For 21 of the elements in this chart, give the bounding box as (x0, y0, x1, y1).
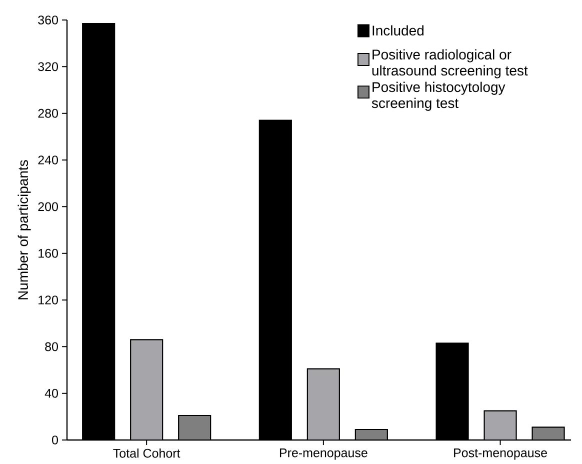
y-tick-label: 160 (38, 248, 58, 258)
y-axis-title: Number of participants (18, 160, 31, 300)
legend-label: Included (372, 25, 424, 36)
legend-label: Positive radiological or ultrasound screening test (372, 49, 528, 78)
y-tick-label: 40 (44, 388, 58, 398)
bar (484, 410, 517, 440)
y-tick-label: 80 (45, 342, 58, 352)
bar (178, 414, 212, 440)
y-tick-label: 240 (38, 156, 58, 164)
x-tick-label: Post-menopause (454, 448, 547, 460)
bar (306, 368, 340, 440)
bar (130, 339, 164, 440)
x-tick-label: Total Cohort (113, 448, 180, 458)
y-tick-label: 120 (38, 296, 58, 304)
x-tick-label: Pre-menopause (280, 448, 368, 460)
legend-label: Positive histocytology screening test (372, 82, 506, 111)
y-tick-label: 200 (38, 202, 58, 212)
y-tick-label: 320 (38, 62, 58, 72)
y-tick-label: 360 (38, 16, 58, 24)
y-tick-label: 280 (38, 108, 58, 118)
y-tick-label: 0 (52, 436, 58, 444)
